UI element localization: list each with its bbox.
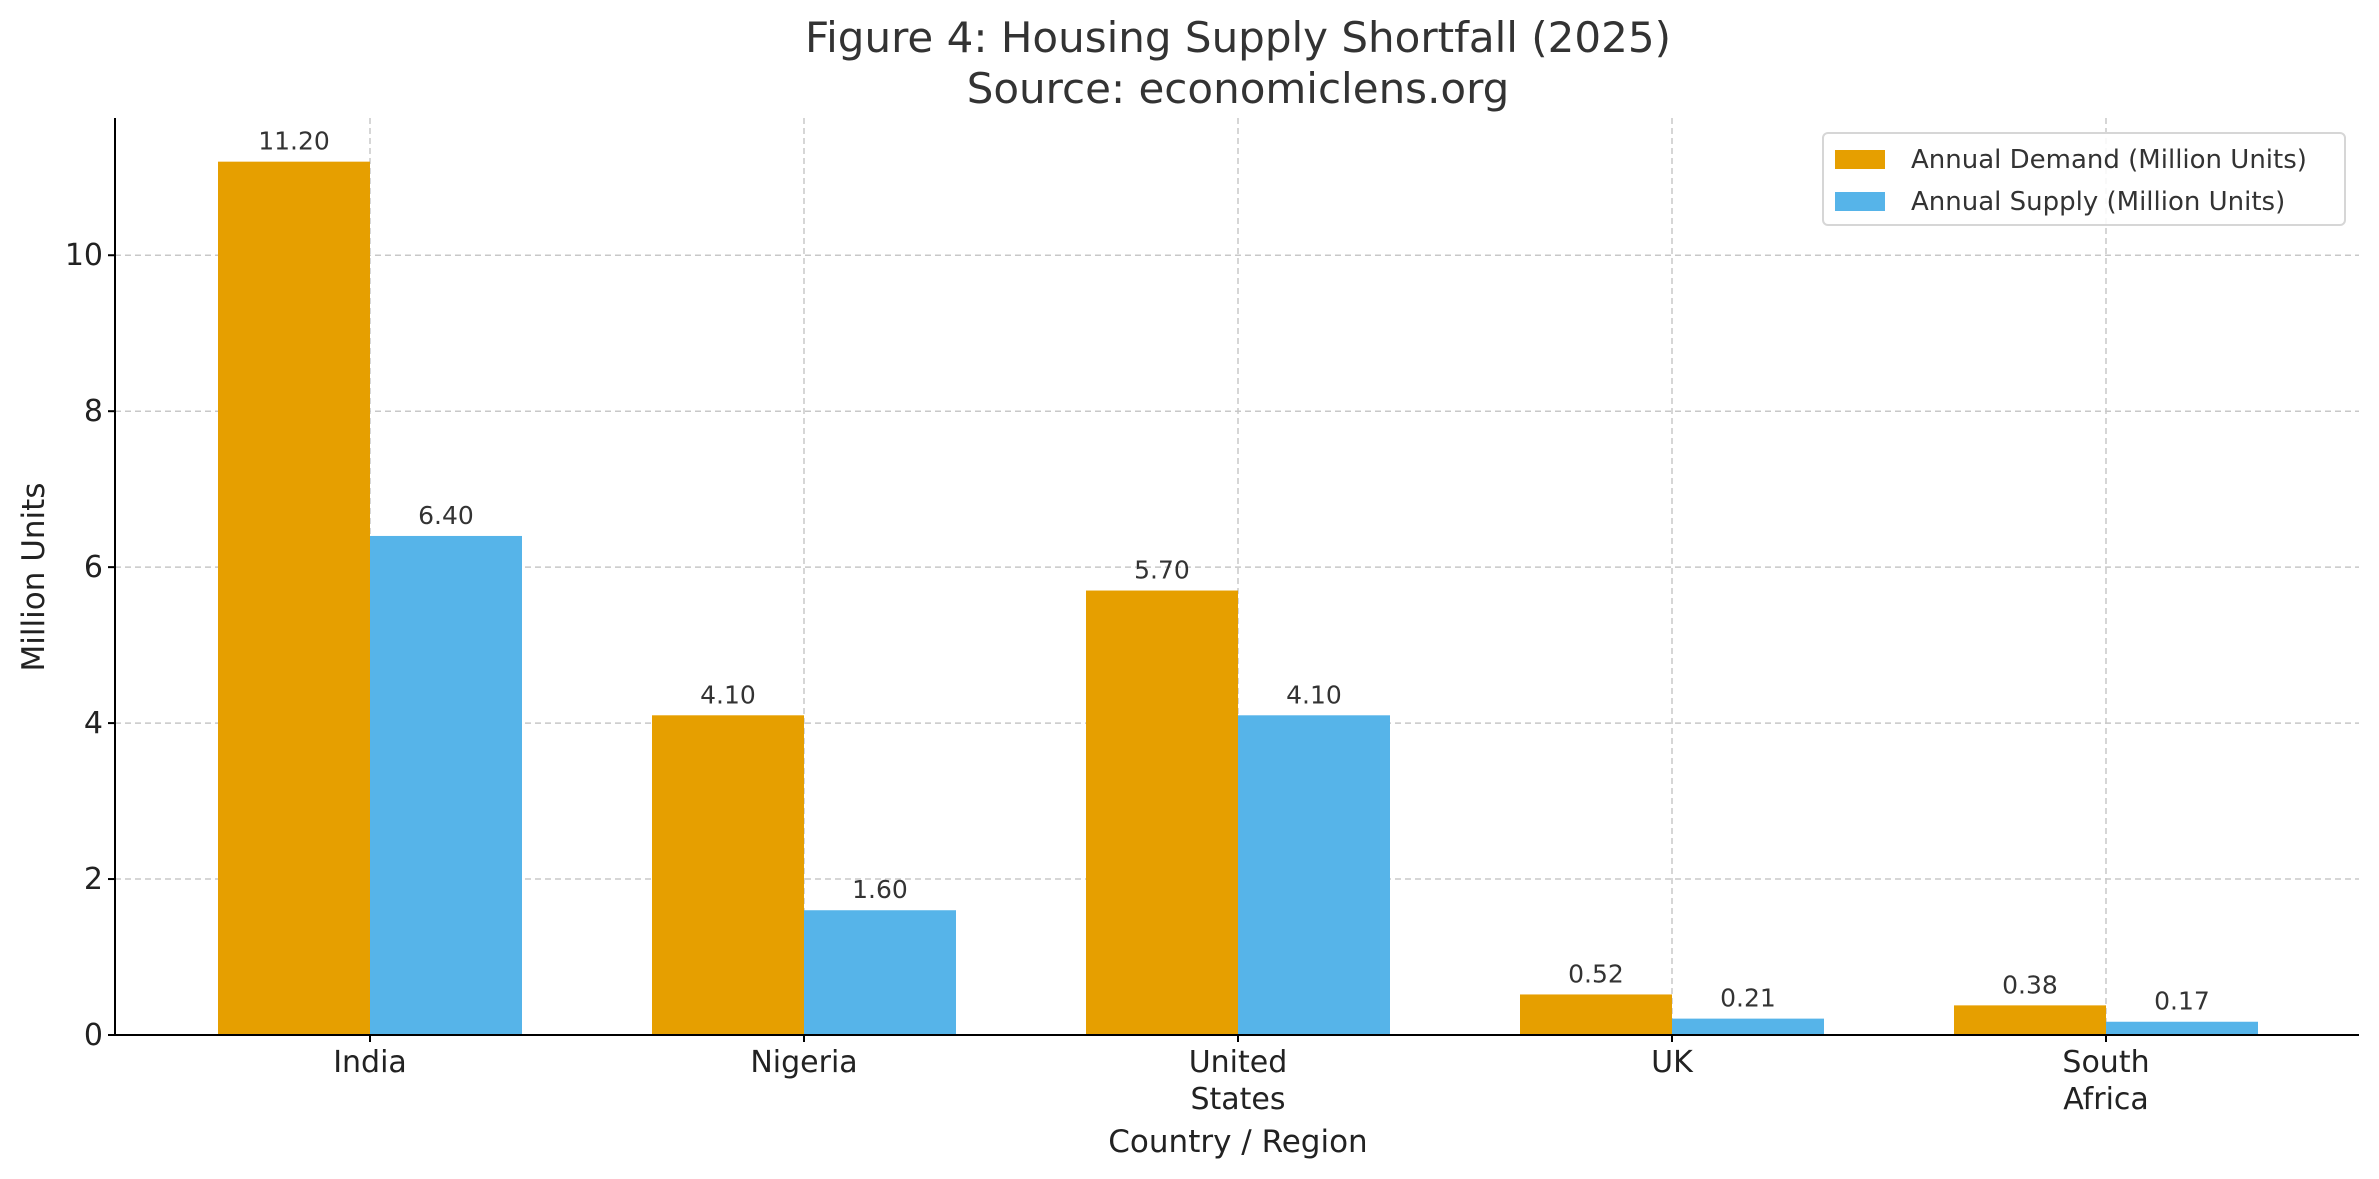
x-tick-label-line: South (2062, 1045, 2149, 1080)
y-tick-label: 6 (84, 550, 103, 585)
x-tick-label-line: Nigeria (750, 1045, 857, 1080)
legend-swatch (1835, 150, 1885, 169)
supply-bar (2106, 1021, 2258, 1035)
x-tick-label: South Africa (2062, 1045, 2149, 1117)
legend-label: Annual Supply (Million Units) (1911, 187, 2285, 217)
x-tick-label-line: India (333, 1045, 407, 1080)
data-label: 5.70 (1134, 556, 1190, 585)
bars (218, 161, 2258, 1035)
y-tick-label: 4 (84, 706, 103, 741)
data-label: 4.10 (700, 680, 756, 709)
supply-bar (370, 535, 522, 1035)
legend-box (1822, 132, 2346, 226)
x-axis-label: Country / Region (1108, 1124, 1367, 1160)
ticks: 0 2 4 6 8 10 India Nigeria United States UK South Af… (65, 238, 2150, 1117)
data-label: 1.60 (852, 875, 908, 904)
y-tick-label: 10 (65, 238, 103, 273)
data-label: 0.38 (2002, 970, 2058, 999)
data-labels: 11.20 4.10 5.70 0.52 0.38 6.40 1.60 4.10 0.21 0.1… (258, 127, 2210, 1016)
y-tick-label: 2 (84, 862, 103, 897)
data-label: 6.40 (418, 501, 474, 530)
legend-swatch (1835, 192, 1885, 211)
x-tick-label: United States (1189, 1045, 1288, 1117)
demand-bar (652, 715, 804, 1035)
legend: Annual Demand (Million Units) Annual Supp… (1822, 132, 2346, 226)
supply-bar (1238, 715, 1390, 1035)
x-tick-label: UK (1651, 1045, 1694, 1080)
y-tick-label: 0 (84, 1018, 103, 1053)
x-tick-label-line: States (1190, 1082, 1285, 1117)
supply-bar (1672, 1018, 1824, 1035)
chart-subtitle: Source: economiclens.org (967, 64, 1510, 113)
legend-label: Annual Demand (Million Units) (1911, 145, 2307, 175)
chart-title: Figure 4: Housing Supply Shortfall (2025… (805, 13, 1671, 62)
x-tick-label-line: UK (1651, 1045, 1694, 1080)
data-label: 11.20 (258, 127, 330, 156)
demand-bar (1954, 1005, 2106, 1035)
data-label: 0.17 (2154, 987, 2210, 1016)
demand-bar (1086, 590, 1238, 1035)
x-tick-label-line: Africa (2063, 1082, 2149, 1117)
x-tick-label: India (333, 1045, 407, 1080)
data-label: 0.52 (1568, 959, 1624, 988)
y-axis-label: Million Units (16, 483, 52, 672)
x-tick-label: Nigeria (750, 1045, 857, 1080)
demand-bar (1520, 994, 1672, 1035)
x-tick-label-line: United (1189, 1045, 1288, 1080)
demand-bar (218, 161, 370, 1035)
data-label: 4.10 (1286, 680, 1342, 709)
supply-bar (804, 910, 956, 1035)
data-label: 0.21 (1720, 984, 1776, 1013)
y-tick-label: 8 (84, 394, 103, 429)
